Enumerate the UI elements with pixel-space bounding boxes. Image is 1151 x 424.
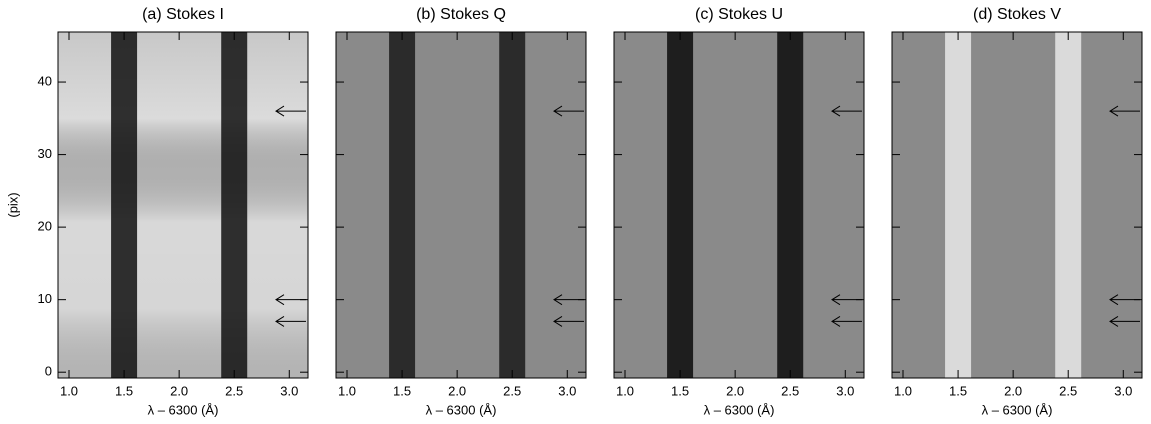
- panel-title: (a) Stokes I: [142, 6, 224, 23]
- arrow: [1109, 105, 1140, 117]
- x-tick-label: 2.0: [726, 383, 744, 398]
- spectral-line: [667, 32, 694, 378]
- x-tick-label: 2.5: [503, 383, 521, 398]
- image: [892, 32, 1142, 378]
- x-tick-label: 3.0: [836, 383, 854, 398]
- x-axis-label: λ – 6300 (Å): [426, 402, 497, 417]
- x-axis-label: λ – 6300 (Å): [704, 402, 775, 417]
- x-tick-label: 2.5: [1059, 383, 1077, 398]
- x-tick-label: 3.0: [1114, 383, 1132, 398]
- arrow: [553, 105, 584, 117]
- arrow: [831, 294, 862, 306]
- spectral-line: [389, 32, 416, 378]
- panel-title: (d) Stokes V: [973, 6, 1061, 23]
- x-tick-label: 1.5: [671, 383, 689, 398]
- image-background: [336, 32, 586, 378]
- x-tick-label: 1.5: [949, 383, 967, 398]
- x-tick-label: 1.0: [616, 383, 634, 398]
- x-tick-label: 2.5: [781, 383, 799, 398]
- frame: [57, 31, 309, 379]
- x-tick-label: 1.0: [894, 383, 912, 398]
- arrow: [553, 315, 584, 327]
- spectral-line: [945, 32, 972, 378]
- arrow: [831, 315, 862, 327]
- image: [614, 32, 864, 378]
- x-tick-label: 3.0: [558, 383, 576, 398]
- x-axis-label: λ – 6300 (Å): [148, 402, 219, 417]
- y-tick-label: 40: [38, 73, 52, 88]
- arrow: [1109, 315, 1140, 327]
- image: [58, 32, 308, 378]
- y-axis-label: (pix): [5, 192, 20, 217]
- x-tick-label: 2.0: [170, 383, 188, 398]
- image-background: [892, 32, 1142, 378]
- spectral-line: [777, 32, 804, 378]
- image: [336, 32, 586, 378]
- x-axis-label: λ – 6300 (Å): [982, 402, 1053, 417]
- image-banding: [58, 32, 308, 378]
- x-tick-label: 2.5: [225, 383, 243, 398]
- x-tick-label: 1.5: [115, 383, 133, 398]
- y-tick-label: 10: [38, 291, 52, 306]
- arrow: [831, 105, 862, 117]
- y-tick-label: 0: [45, 364, 52, 379]
- x-tick-label: 1.5: [393, 383, 411, 398]
- frame: [613, 31, 865, 379]
- arrow: [553, 294, 584, 306]
- x-tick-label: 1.0: [338, 383, 356, 398]
- x-tick-label: 2.0: [448, 383, 466, 398]
- x-tick-label: 2.0: [1004, 383, 1022, 398]
- arrow: [1109, 294, 1140, 306]
- frame: [891, 31, 1143, 379]
- spectral-line: [221, 32, 248, 378]
- y-tick-label: 20: [38, 219, 52, 234]
- panel-title: (c) Stokes U: [695, 6, 783, 23]
- arrow: [275, 315, 306, 327]
- arrow: [275, 105, 306, 117]
- spectral-line: [111, 32, 138, 378]
- x-tick-label: 1.0: [60, 383, 78, 398]
- spectral-line: [1055, 32, 1082, 378]
- frame: [335, 31, 587, 379]
- x-tick-label: 3.0: [280, 383, 298, 398]
- spectral-line: [499, 32, 526, 378]
- image-background: [614, 32, 864, 378]
- y-tick-label: 30: [38, 146, 52, 161]
- arrow: [275, 294, 306, 306]
- panel-title: (b) Stokes Q: [416, 6, 506, 23]
